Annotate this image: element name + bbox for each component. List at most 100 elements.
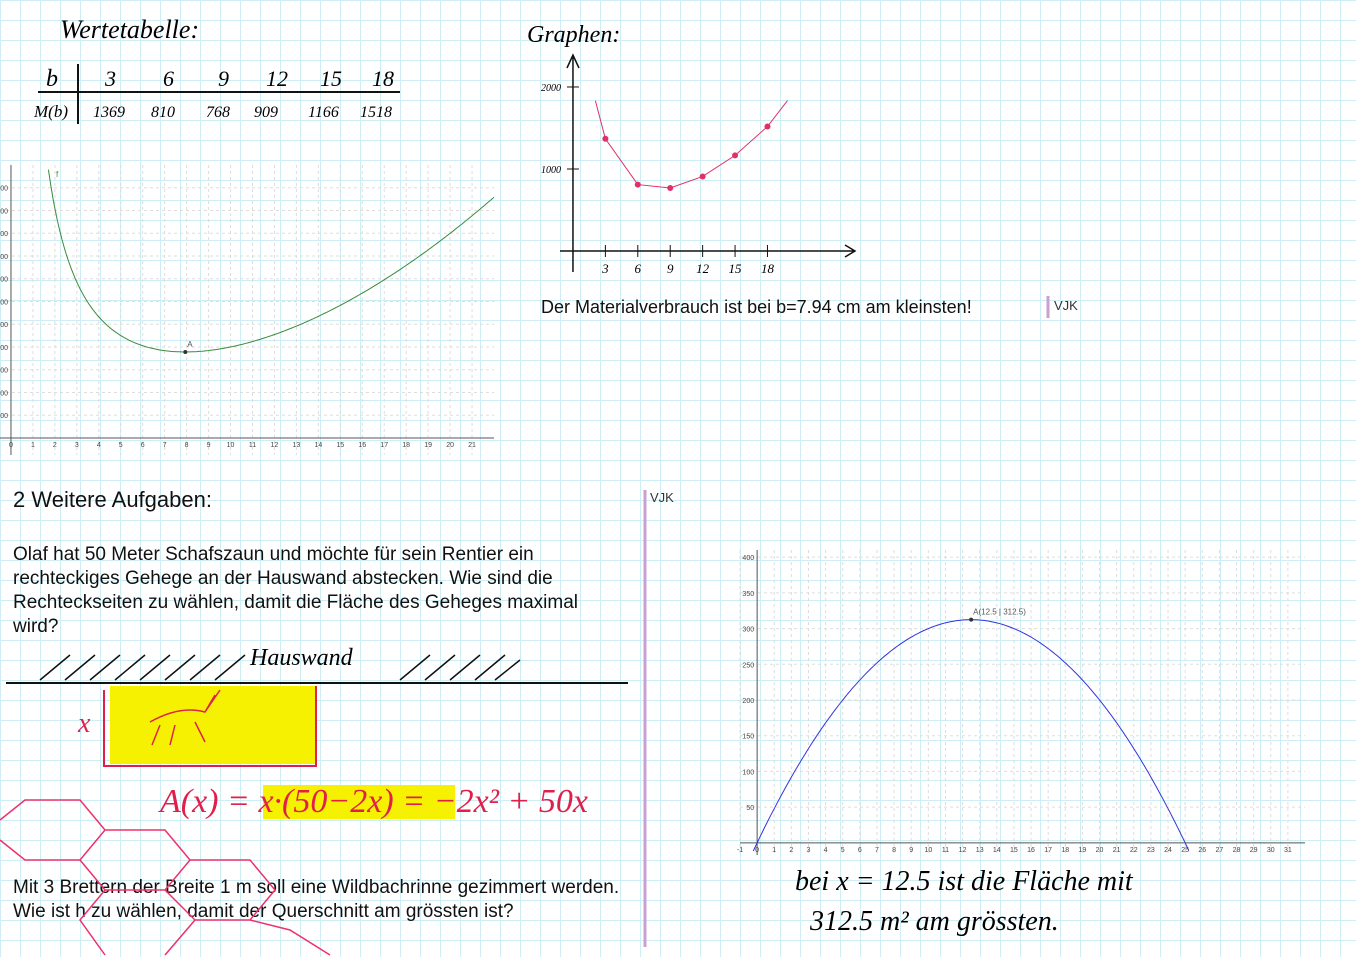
task-text: Olaf hat 50 Meter Schafszaun und möchte … <box>13 544 579 637</box>
table-title: Wertetabelle: <box>60 15 199 44</box>
initials: VJK <box>1054 298 1078 313</box>
y-tick-label: 2000 <box>541 83 561 94</box>
table-cell: 12 <box>266 66 288 91</box>
x-tick-label: 4 <box>97 442 101 449</box>
x-tick-label: 1 <box>772 847 776 854</box>
x-tick-label: 16 <box>1027 847 1035 854</box>
wall-label: Hauswand <box>249 645 354 671</box>
sketch-title: Graphen: <box>527 22 620 48</box>
row-label: M(b) <box>33 102 68 121</box>
point <box>602 135 609 142</box>
x-tick-label: 31 <box>1284 847 1292 854</box>
table-cell: 3 <box>104 66 116 91</box>
x-tick-label: 9 <box>909 847 913 854</box>
x-tick-label: 19 <box>1079 847 1087 854</box>
x-tick-label: 9 <box>207 442 211 449</box>
y-tick-label: 100 <box>742 769 754 776</box>
x-tick-label: 17 <box>380 442 388 449</box>
table-cell: 1369 <box>93 104 125 121</box>
x-tick-label: 3 <box>601 261 609 276</box>
decor <box>0 64 1050 956</box>
x-tick-label: 1 <box>31 442 35 449</box>
y-tick-label: 1000 <box>0 322 8 329</box>
y-tick-label: 250 <box>742 662 754 669</box>
table-cell: 1166 <box>308 104 339 121</box>
x-tick-label: 21 <box>1113 847 1121 854</box>
axis <box>560 53 857 272</box>
x-tick-label: 21 <box>468 442 476 449</box>
x-tick-label: 15 <box>1010 847 1018 854</box>
point-label: A <box>187 340 193 349</box>
section-title: 2 Weitere Aufgaben: <box>13 487 212 512</box>
curve <box>594 100 788 189</box>
point <box>732 152 739 159</box>
y-tick-label: 200 <box>742 698 754 705</box>
y-tick-label: 2000 <box>0 208 8 215</box>
x-tick-label: 26 <box>1198 847 1206 854</box>
y-tick-label: 400 <box>742 555 754 562</box>
point <box>764 123 771 130</box>
x-tick-label: 10 <box>227 442 235 449</box>
x-tick-label: 7 <box>875 847 879 854</box>
row-label: b <box>46 66 58 92</box>
x-tick-label: 18 <box>761 261 775 276</box>
x-tick-label: 9 <box>667 261 674 276</box>
y-tick-label: 1600 <box>0 254 8 261</box>
y-tick-label: 400 <box>0 390 8 397</box>
x-tick-label: 2 <box>789 847 793 854</box>
y-tick-label: 1000 <box>541 165 561 176</box>
y-tick-label: 350 <box>742 591 754 598</box>
y-tick-label: 1200 <box>0 299 8 306</box>
x-tick-label: 18 <box>1061 847 1069 854</box>
x-tick-label: 6 <box>141 442 145 449</box>
x-tick-label: 17 <box>1044 847 1052 854</box>
y-tick-label: 150 <box>742 734 754 741</box>
x-tick-label: 3 <box>75 442 79 449</box>
x-tick-label: 11 <box>942 847 949 854</box>
x-tick-label: 12 <box>959 847 967 854</box>
task-text: Mit 3 Brettern der Breite 1 m soll eine … <box>13 877 620 922</box>
result-text: Der Materialverbrauch ist bei b=7.94 cm … <box>541 297 972 317</box>
x-tick-label: 5 <box>841 847 845 854</box>
conclusion: 312.5 m² am grössten. <box>809 906 1059 937</box>
x-tick-label: 15 <box>729 261 743 276</box>
x-tick-label: 25 <box>1181 847 1189 854</box>
y-tick-label: 600 <box>0 368 8 375</box>
x-tick-label: 28 <box>1233 847 1241 854</box>
table-cell: 810 <box>151 104 175 121</box>
y-tick-label: 800 <box>0 345 8 352</box>
point <box>667 185 674 192</box>
x-tick-label: 14 <box>993 847 1001 854</box>
x-tick-label: 19 <box>424 442 432 449</box>
x-tick-label: 16 <box>358 442 366 449</box>
x-tick-label: 14 <box>314 442 322 449</box>
x-tick-label: 20 <box>1096 847 1104 854</box>
y-tick-label: 1400 <box>0 277 8 284</box>
conclusion: bei x = 12.5 ist die Fläche mit <box>795 866 1134 897</box>
x-tick-label: -1 <box>737 847 743 854</box>
x-tick-label: 3 <box>807 847 811 854</box>
x-tick-label: 20 <box>446 442 454 449</box>
x-tick-label: 12 <box>696 261 710 276</box>
curve <box>47 169 495 353</box>
x-tick-label: 29 <box>1250 847 1258 854</box>
y-tick-label: 50 <box>746 805 754 812</box>
x-tick-label: 8 <box>185 442 189 449</box>
table-cell: 1518 <box>360 104 392 121</box>
x-tick-label: 6 <box>858 847 862 854</box>
x-tick-label: 4 <box>824 847 828 854</box>
point <box>699 173 706 180</box>
x-tick-label: 10 <box>924 847 932 854</box>
x-tick-label: 12 <box>271 442 279 449</box>
formula: A(x) = x·(50−2x) = −2x² + 50x <box>158 783 588 820</box>
point-label: A(12.5 | 312.5) <box>973 608 1026 617</box>
x-tick-label: 5 <box>119 442 123 449</box>
point <box>183 349 188 354</box>
table-cell: 6 <box>163 66 174 91</box>
x-tick-label: 13 <box>976 847 984 854</box>
x-tick-label: 23 <box>1147 847 1155 854</box>
x-tick-label: 24 <box>1164 847 1172 854</box>
y-tick-label: 200 <box>0 413 8 420</box>
